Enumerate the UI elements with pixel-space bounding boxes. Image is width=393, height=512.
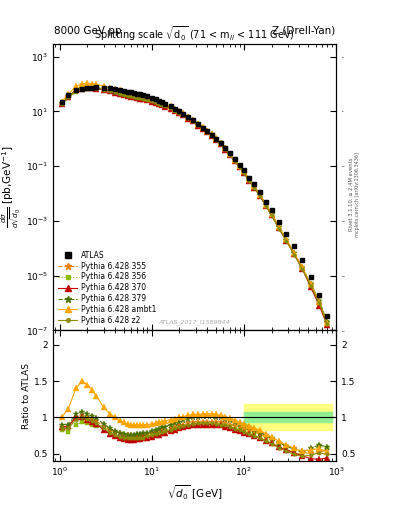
Legend: ATLAS, Pythia 6.428 355, Pythia 6.428 356, Pythia 6.428 370, Pythia 6.428 379, P: ATLAS, Pythia 6.428 355, Pythia 6.428 35… [57, 249, 158, 327]
Text: 8000 GeV pp: 8000 GeV pp [54, 26, 121, 36]
Title: Splitting scale $\sqrt{\mathrm{d}_0}$ (71 < m$_{ll}$ < 111 GeV): Splitting scale $\sqrt{\mathrm{d}_0}$ (7… [94, 25, 295, 44]
Text: ATLAS_2017_I1589844: ATLAS_2017_I1589844 [159, 319, 230, 325]
Y-axis label: $\frac{d\sigma}{d\sqrt{d_0}}$ [pb,GeV$^{-1}$]: $\frac{d\sigma}{d\sqrt{d_0}}$ [pb,GeV$^{… [0, 145, 23, 228]
Text: Rivet 3.1.10, ≥ 2.4M events: Rivet 3.1.10, ≥ 2.4M events [349, 158, 353, 231]
Y-axis label: Ratio to ATLAS: Ratio to ATLAS [22, 362, 31, 429]
Text: mcplots.cern.ch [arXiv:1306.3436]: mcplots.cern.ch [arXiv:1306.3436] [355, 152, 360, 237]
Text: Z (Drell-Yan): Z (Drell-Yan) [272, 26, 335, 36]
X-axis label: $\sqrt{d_0}$ [GeV]: $\sqrt{d_0}$ [GeV] [167, 484, 222, 502]
